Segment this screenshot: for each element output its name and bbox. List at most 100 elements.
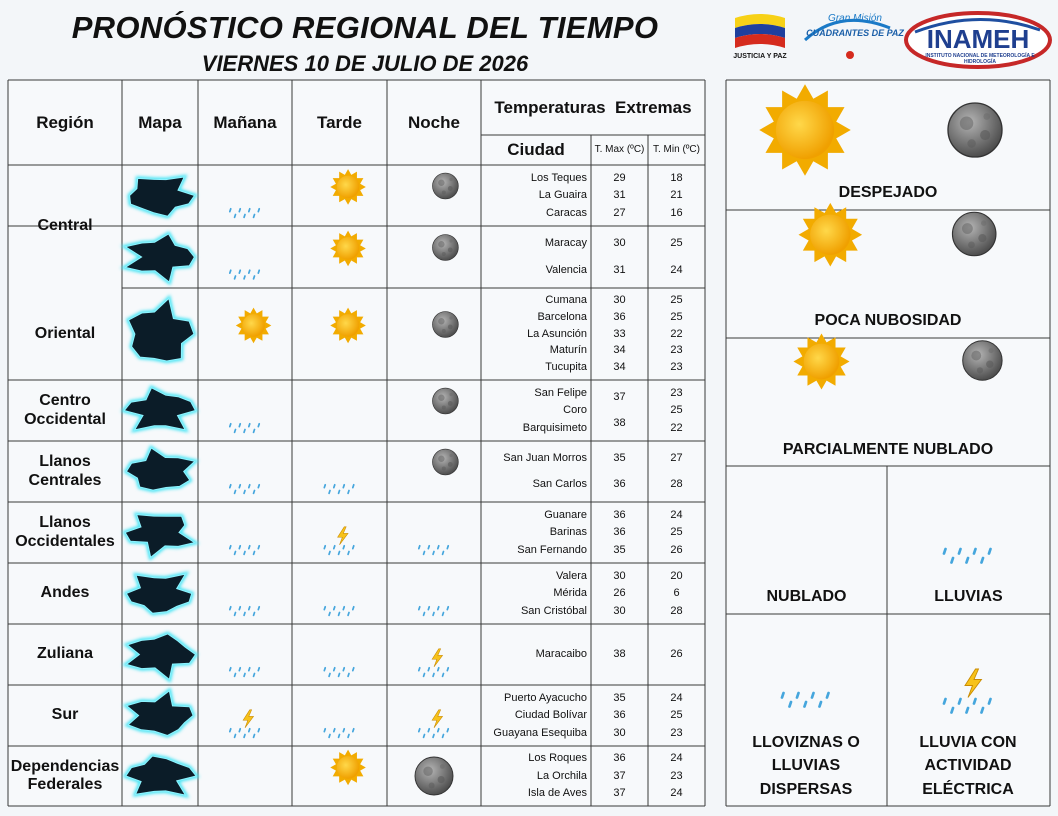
city: Maturín [549, 344, 587, 357]
header-cell: Región [36, 112, 94, 132]
moon-icon [432, 172, 459, 200]
region-name: Oriental [34, 324, 96, 342]
weather-icon [432, 448, 459, 476]
t-min: 22 [670, 327, 683, 340]
legend-label: LLOVIZNAS O LLUVIAS DISPERSAS [752, 734, 860, 798]
t-max: 34 [613, 361, 626, 374]
city: Puerto Ayacucho [504, 691, 587, 704]
moon-icon [432, 311, 459, 338]
legend-label: NUBLADO [766, 587, 847, 605]
t-min: 24 [670, 508, 683, 521]
t-max: 30 [613, 294, 626, 307]
t-min: 18 [670, 171, 683, 184]
t-max: 30 [613, 569, 626, 582]
city: La Asunción [527, 327, 587, 340]
city: Cumana [545, 294, 587, 307]
city: San Cristóbal [520, 604, 587, 617]
subtitle: VIERNES 10 DE JULIO DE 2026 [201, 51, 529, 77]
city: Maracay [544, 237, 587, 250]
city: Barcelona [537, 310, 587, 323]
city: Barinas [549, 526, 587, 539]
t-min: 25 [670, 526, 683, 539]
legend-label: PARCIALMENTE NUBLADO [782, 440, 994, 458]
t-min: 24 [670, 264, 683, 277]
weather-icon [432, 311, 459, 338]
region-name: Dependencias Federales [10, 757, 120, 793]
t-max: 31 [613, 189, 626, 202]
t-max: 34 [613, 344, 626, 357]
moon-icon [951, 211, 997, 257]
city: Mérida [553, 587, 587, 600]
region-map [125, 573, 193, 614]
city: La Guaira [538, 189, 587, 202]
moon-icon [432, 234, 459, 261]
logo-text: Gran Misión [828, 13, 882, 25]
header-cell: Mañana [213, 112, 277, 132]
t-max: 36 [613, 478, 626, 491]
city: San Felipe [534, 386, 587, 399]
inameh-logo [904, 11, 1052, 69]
region-name: Zuliana [36, 645, 93, 663]
header-cell: Ciudad [507, 140, 565, 160]
t-max: 38 [613, 417, 626, 430]
region-map [123, 387, 197, 431]
city: Guanare [544, 508, 587, 521]
moon-icon [414, 756, 454, 796]
city: Maracaibo [535, 648, 587, 661]
legend-bg [726, 80, 1050, 806]
grid [7, 79, 1051, 807]
city: Isla de Aves [527, 787, 587, 799]
city: Los Teques [530, 171, 587, 184]
city: Barquisimeto [522, 421, 587, 434]
t-max: 35 [613, 543, 626, 556]
header-cell: Temperaturas Extremas [494, 97, 692, 117]
t-min: 24 [670, 787, 683, 799]
moon-icon [432, 387, 459, 415]
header-cell: T. Min (ºC) [653, 144, 700, 156]
region-map [125, 689, 194, 737]
t-max: 29 [613, 171, 626, 184]
city: Guayana Esequiba [493, 726, 587, 739]
t-max: 37 [613, 390, 626, 403]
city: San Juan Morros [503, 451, 587, 464]
region-name: Andes [40, 584, 90, 602]
t-min: 22 [670, 421, 683, 434]
region-name: Centro Occidental [24, 392, 106, 428]
t-min: 23 [670, 386, 683, 399]
city: San Carlos [532, 478, 587, 491]
legend-label: LLUVIA CON ACTIVIDAD ELÉCTRICA [919, 734, 1017, 798]
t-max: 30 [613, 726, 626, 739]
t-min: 23 [670, 344, 683, 357]
t-min: 27 [670, 451, 683, 464]
t-max: 36 [613, 709, 626, 722]
t-max: 33 [613, 327, 626, 340]
region-map [125, 633, 197, 681]
moon-icon [432, 448, 459, 476]
header-cell: Tarde [316, 112, 363, 132]
t-max: 36 [613, 310, 626, 323]
t-max: 36 [613, 508, 626, 521]
city: Coro [563, 404, 587, 417]
city: San Fernando [517, 543, 587, 556]
legend-label: POCA NUBOSIDAD [814, 311, 962, 329]
weather-icon [432, 172, 459, 200]
t-min: 16 [670, 206, 683, 219]
weather-icon [951, 211, 997, 257]
region-map [123, 233, 196, 283]
region-name: Llanos Centrales [28, 453, 102, 489]
t-min: 26 [670, 543, 683, 556]
weather-icon [414, 756, 454, 796]
moon-icon [962, 340, 1003, 381]
weather-icon [432, 387, 459, 415]
t-max: 37 [613, 769, 626, 782]
t-min: 25 [670, 310, 683, 323]
t-max: 31 [613, 264, 626, 277]
city: Tucupita [545, 361, 587, 374]
logo-text: INAMEH [926, 24, 1030, 55]
t-min: 25 [670, 404, 683, 417]
t-min: 24 [670, 752, 683, 765]
region-map [125, 447, 196, 491]
t-max: 37 [613, 787, 626, 799]
t-min: 25 [670, 237, 683, 250]
